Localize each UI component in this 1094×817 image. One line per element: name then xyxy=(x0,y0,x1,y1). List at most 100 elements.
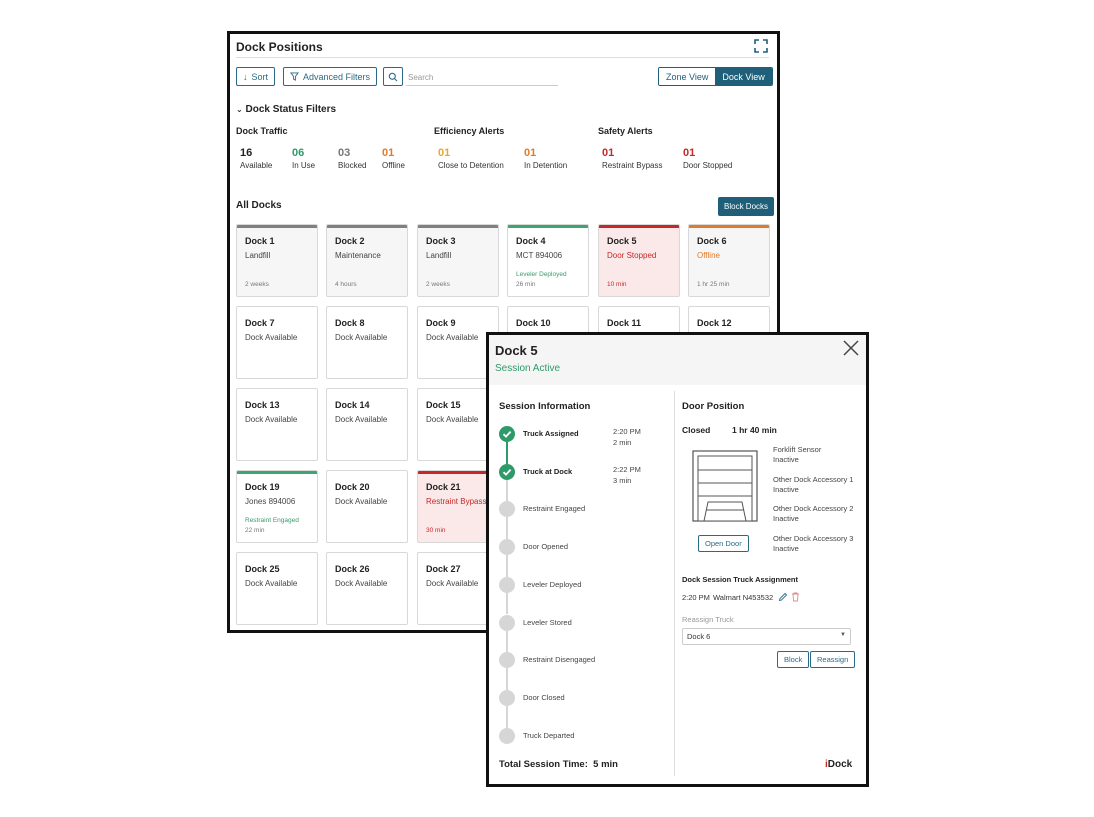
stat-safety-0[interactable]: 01 Restraint Bypass xyxy=(602,147,662,170)
dock-card[interactable]: Dock 20 Dock Available xyxy=(326,470,408,543)
step-label: Restraint Engaged xyxy=(523,504,586,514)
stat-safety-1[interactable]: 01 Door Stopped xyxy=(683,147,732,170)
dock-card[interactable]: Dock 4 MCT 894006 Leveler Deployed 26 min xyxy=(507,224,589,297)
stat-label: Restraint Bypass xyxy=(602,161,663,170)
edit-icon[interactable] xyxy=(778,592,788,602)
stat-count: 01 xyxy=(524,147,537,159)
dock-status-bar xyxy=(237,225,317,228)
dock-card[interactable]: Dock 3 Landfill 2 weeks xyxy=(417,224,499,297)
dock-card[interactable]: Dock 2 Maintenance 4 hours xyxy=(326,224,408,297)
dock-status-filters-toggle[interactable]: ⌄ Dock Status Filters xyxy=(236,104,337,115)
stat-label: Close to Detention xyxy=(438,161,504,170)
close-icon[interactable] xyxy=(842,339,860,357)
step-label: Truck Assigned xyxy=(523,429,579,438)
reassign-truck-label: Reassign Truck xyxy=(682,615,734,624)
accessory-name: Forklift Sensor xyxy=(773,445,822,454)
dock-status: Dock Available xyxy=(335,497,388,506)
timeline-step: Door Opened xyxy=(499,539,674,559)
dock-status-bar xyxy=(327,225,407,228)
step-label: Leveler Deployed xyxy=(523,579,582,589)
sort-button[interactable]: ↓ Sort xyxy=(236,67,276,86)
dock-card[interactable]: Dock 1 Landfill 2 weeks xyxy=(236,224,318,297)
dock-name: Dock 19 xyxy=(245,482,280,492)
dock-status-bar xyxy=(689,225,769,228)
dock-card[interactable]: Dock 6 Offline 1 hr 25 min xyxy=(688,224,770,297)
open-door-button[interactable]: Open Door xyxy=(698,535,749,552)
chevron-down-icon: ⌄ xyxy=(236,105,243,114)
step-label: Leveler Stored xyxy=(523,617,572,627)
search-button[interactable] xyxy=(383,67,403,86)
dock-name: Dock 15 xyxy=(426,400,461,410)
stat-dock-traffic-3[interactable]: 01 Offline xyxy=(382,147,405,170)
dock-card[interactable]: Dock 14 Dock Available xyxy=(326,388,408,461)
dock-name: Dock 10 xyxy=(516,318,551,328)
dock-status: Dock Available xyxy=(335,579,388,588)
step-timestamp: 2:22 PM xyxy=(613,464,641,474)
dock-card[interactable]: Dock 8 Dock Available xyxy=(326,306,408,379)
trash-icon[interactable] xyxy=(791,592,800,602)
dock-detail-panel: Dock 5 Session Active Session Informatio… xyxy=(486,332,869,787)
efficiency-alerts-heading: Efficiency Alerts xyxy=(434,126,505,136)
stat-count: 06 xyxy=(292,147,305,159)
dock-card[interactable]: Dock 21 Restraint Bypass 30 min xyxy=(417,470,499,543)
check-circle-icon xyxy=(499,426,515,442)
dock-name: Dock 20 xyxy=(335,482,370,492)
reassign-truck-select[interactable]: Dock 6 ▼ xyxy=(682,628,851,645)
dock-time: 2 weeks xyxy=(245,281,269,288)
dock-status: Offline xyxy=(697,251,720,260)
detail-header xyxy=(489,335,866,385)
search-icon xyxy=(388,72,398,81)
dock-card[interactable]: Dock 7 Dock Available xyxy=(236,306,318,379)
stat-label: Door Stopped xyxy=(683,161,733,170)
stat-efficiency-0[interactable]: 01 Close to Detention xyxy=(438,147,504,170)
brand-logo: iiDockDock xyxy=(825,759,853,770)
session-status: Session Active xyxy=(495,363,561,374)
timeline-step: Restraint Engaged xyxy=(499,501,674,521)
timeline-connector xyxy=(506,705,508,728)
dock-name: Dock 12 xyxy=(697,318,732,328)
accessory-name: Other Dock Accessory 1 xyxy=(773,474,854,484)
stat-dock-traffic-1[interactable]: 06 In Use xyxy=(292,147,315,170)
accessory-status: Inactive xyxy=(773,455,799,464)
dock-card[interactable]: Dock 19 Jones 894006 Restraint Engaged 22 m… xyxy=(236,470,318,543)
step-label: Restraint Disengaged xyxy=(523,655,596,665)
zone-view-button[interactable]: Zone View xyxy=(659,68,716,85)
timeline-step: Leveler Deployed xyxy=(499,576,674,597)
dock-status-bar xyxy=(599,225,679,228)
pending-circle-icon xyxy=(499,727,515,744)
fullscreen-icon[interactable] xyxy=(754,39,768,53)
dock-status: Restraint Bypass xyxy=(426,497,487,506)
block-docks-button[interactable]: Block Docks xyxy=(718,197,775,216)
pending-circle-icon xyxy=(499,689,515,706)
assigned-truck: Walmart N453532 xyxy=(713,593,774,602)
block-button[interactable]: Block xyxy=(777,651,810,668)
accessory-item: Other Dock Accessory 1 Inactive xyxy=(773,475,853,495)
dock-name: Dock 4 xyxy=(516,236,546,246)
dock-status: Landfill xyxy=(426,251,452,260)
dock-card[interactable]: Dock 26 Dock Available xyxy=(326,552,408,625)
dock-view-button[interactable]: Dock View xyxy=(715,68,772,85)
pending-circle-icon xyxy=(499,576,515,593)
panel-divider xyxy=(674,391,675,776)
dock-card[interactable]: Dock 15 Dock Available xyxy=(417,388,499,461)
search-input[interactable]: Search xyxy=(408,73,434,82)
stat-label: Blocked xyxy=(338,161,367,170)
dock-card[interactable]: Dock 13 Dock Available xyxy=(236,388,318,461)
stat-dock-traffic-2[interactable]: 03 Blocked xyxy=(338,147,366,170)
reassign-button[interactable]: Reassign xyxy=(810,651,856,668)
timeline-step: Leveler Stored xyxy=(499,614,674,635)
stat-count: 01 xyxy=(382,147,395,159)
dock-card[interactable]: Dock 27 Dock Available xyxy=(417,552,499,625)
stat-dock-traffic-0[interactable]: 16 Available xyxy=(240,147,272,170)
page-title: Dock Positions xyxy=(236,40,323,54)
advanced-filters-button[interactable]: Advanced Filters xyxy=(283,67,378,86)
dock-name: Dock 25 xyxy=(245,564,280,574)
stat-efficiency-1[interactable]: 01 In Detention xyxy=(524,147,567,170)
dock-card[interactable]: Dock 25 Dock Available xyxy=(236,552,318,625)
dock-card[interactable]: Dock 5 Door Stopped 10 min xyxy=(598,224,680,297)
dock-name: Dock 2 xyxy=(335,236,365,246)
dock-status-bar xyxy=(418,225,498,228)
accessory-status: Inactive xyxy=(773,484,799,494)
dock-name: Dock 7 xyxy=(245,318,275,328)
pending-circle-icon xyxy=(499,501,515,518)
